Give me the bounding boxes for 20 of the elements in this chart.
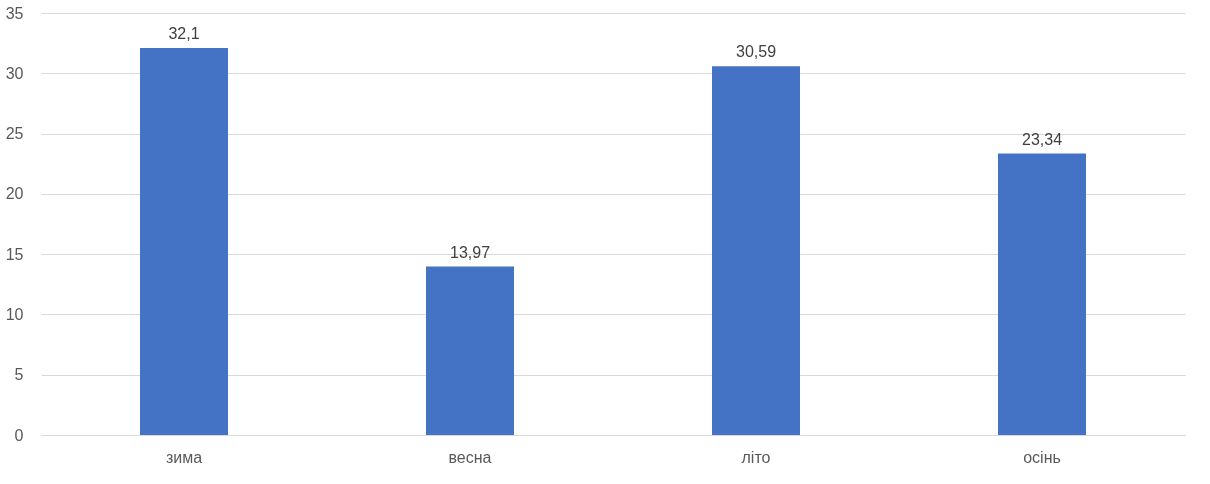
y-tick-label: 20: [5, 185, 24, 203]
x-tick-label: весна: [448, 448, 492, 466]
x-tick-label: осінь: [1023, 448, 1061, 466]
x-tick-label: зима: [165, 448, 203, 466]
y-tick-label: 35: [5, 4, 24, 22]
data-label: 30,59: [735, 43, 777, 61]
y-tick-label: 5: [14, 366, 24, 384]
bar: [426, 266, 514, 435]
y-tick-label: 30: [5, 64, 24, 82]
y-tick-label: 25: [5, 125, 24, 143]
bar: [712, 66, 800, 435]
y-tick-label: 15: [5, 245, 24, 263]
bar: [998, 153, 1086, 435]
y-tick-label: 0: [14, 426, 24, 444]
x-tick-label: літо: [741, 448, 771, 466]
data-label: 13,97: [449, 243, 491, 261]
y-tick-label: 10: [5, 305, 24, 323]
data-label: 32,1: [168, 24, 200, 42]
bar: [140, 47, 228, 435]
data-label: 23,34: [1021, 130, 1063, 148]
